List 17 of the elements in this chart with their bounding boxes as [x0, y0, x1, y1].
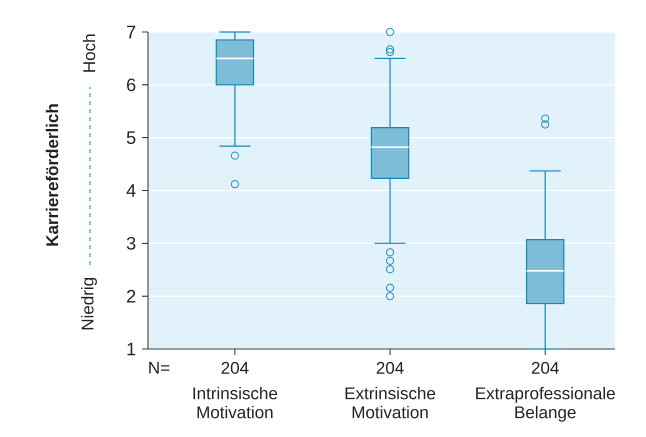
- y-axis-title: Karriereförderlich: [46, 104, 58, 246]
- text: Niedrig: [81, 278, 97, 330]
- text: 204: [222, 362, 249, 374]
- text: N=: [149, 362, 170, 374]
- y-tick-label: 6: [127, 78, 136, 92]
- y-tick-label: 7: [127, 26, 136, 38]
- y-tick-label: 4: [126, 184, 136, 197]
- x-tick-label: Intrinsische Motivation: [193, 386, 278, 418]
- y-tick-label: 5: [126, 131, 136, 144]
- text: 204: [376, 362, 404, 374]
- y-tick-label: 1: [128, 342, 136, 356]
- text: Hoch: [82, 34, 96, 72]
- text: 204: [532, 362, 559, 374]
- x-tick-label: Extraprofessionale Belange: [476, 386, 615, 422]
- y-tick-label: 2: [127, 290, 136, 302]
- x-tick-label: Extrinsische Motivation: [346, 386, 436, 418]
- y-tick-label: 3: [126, 236, 136, 250]
